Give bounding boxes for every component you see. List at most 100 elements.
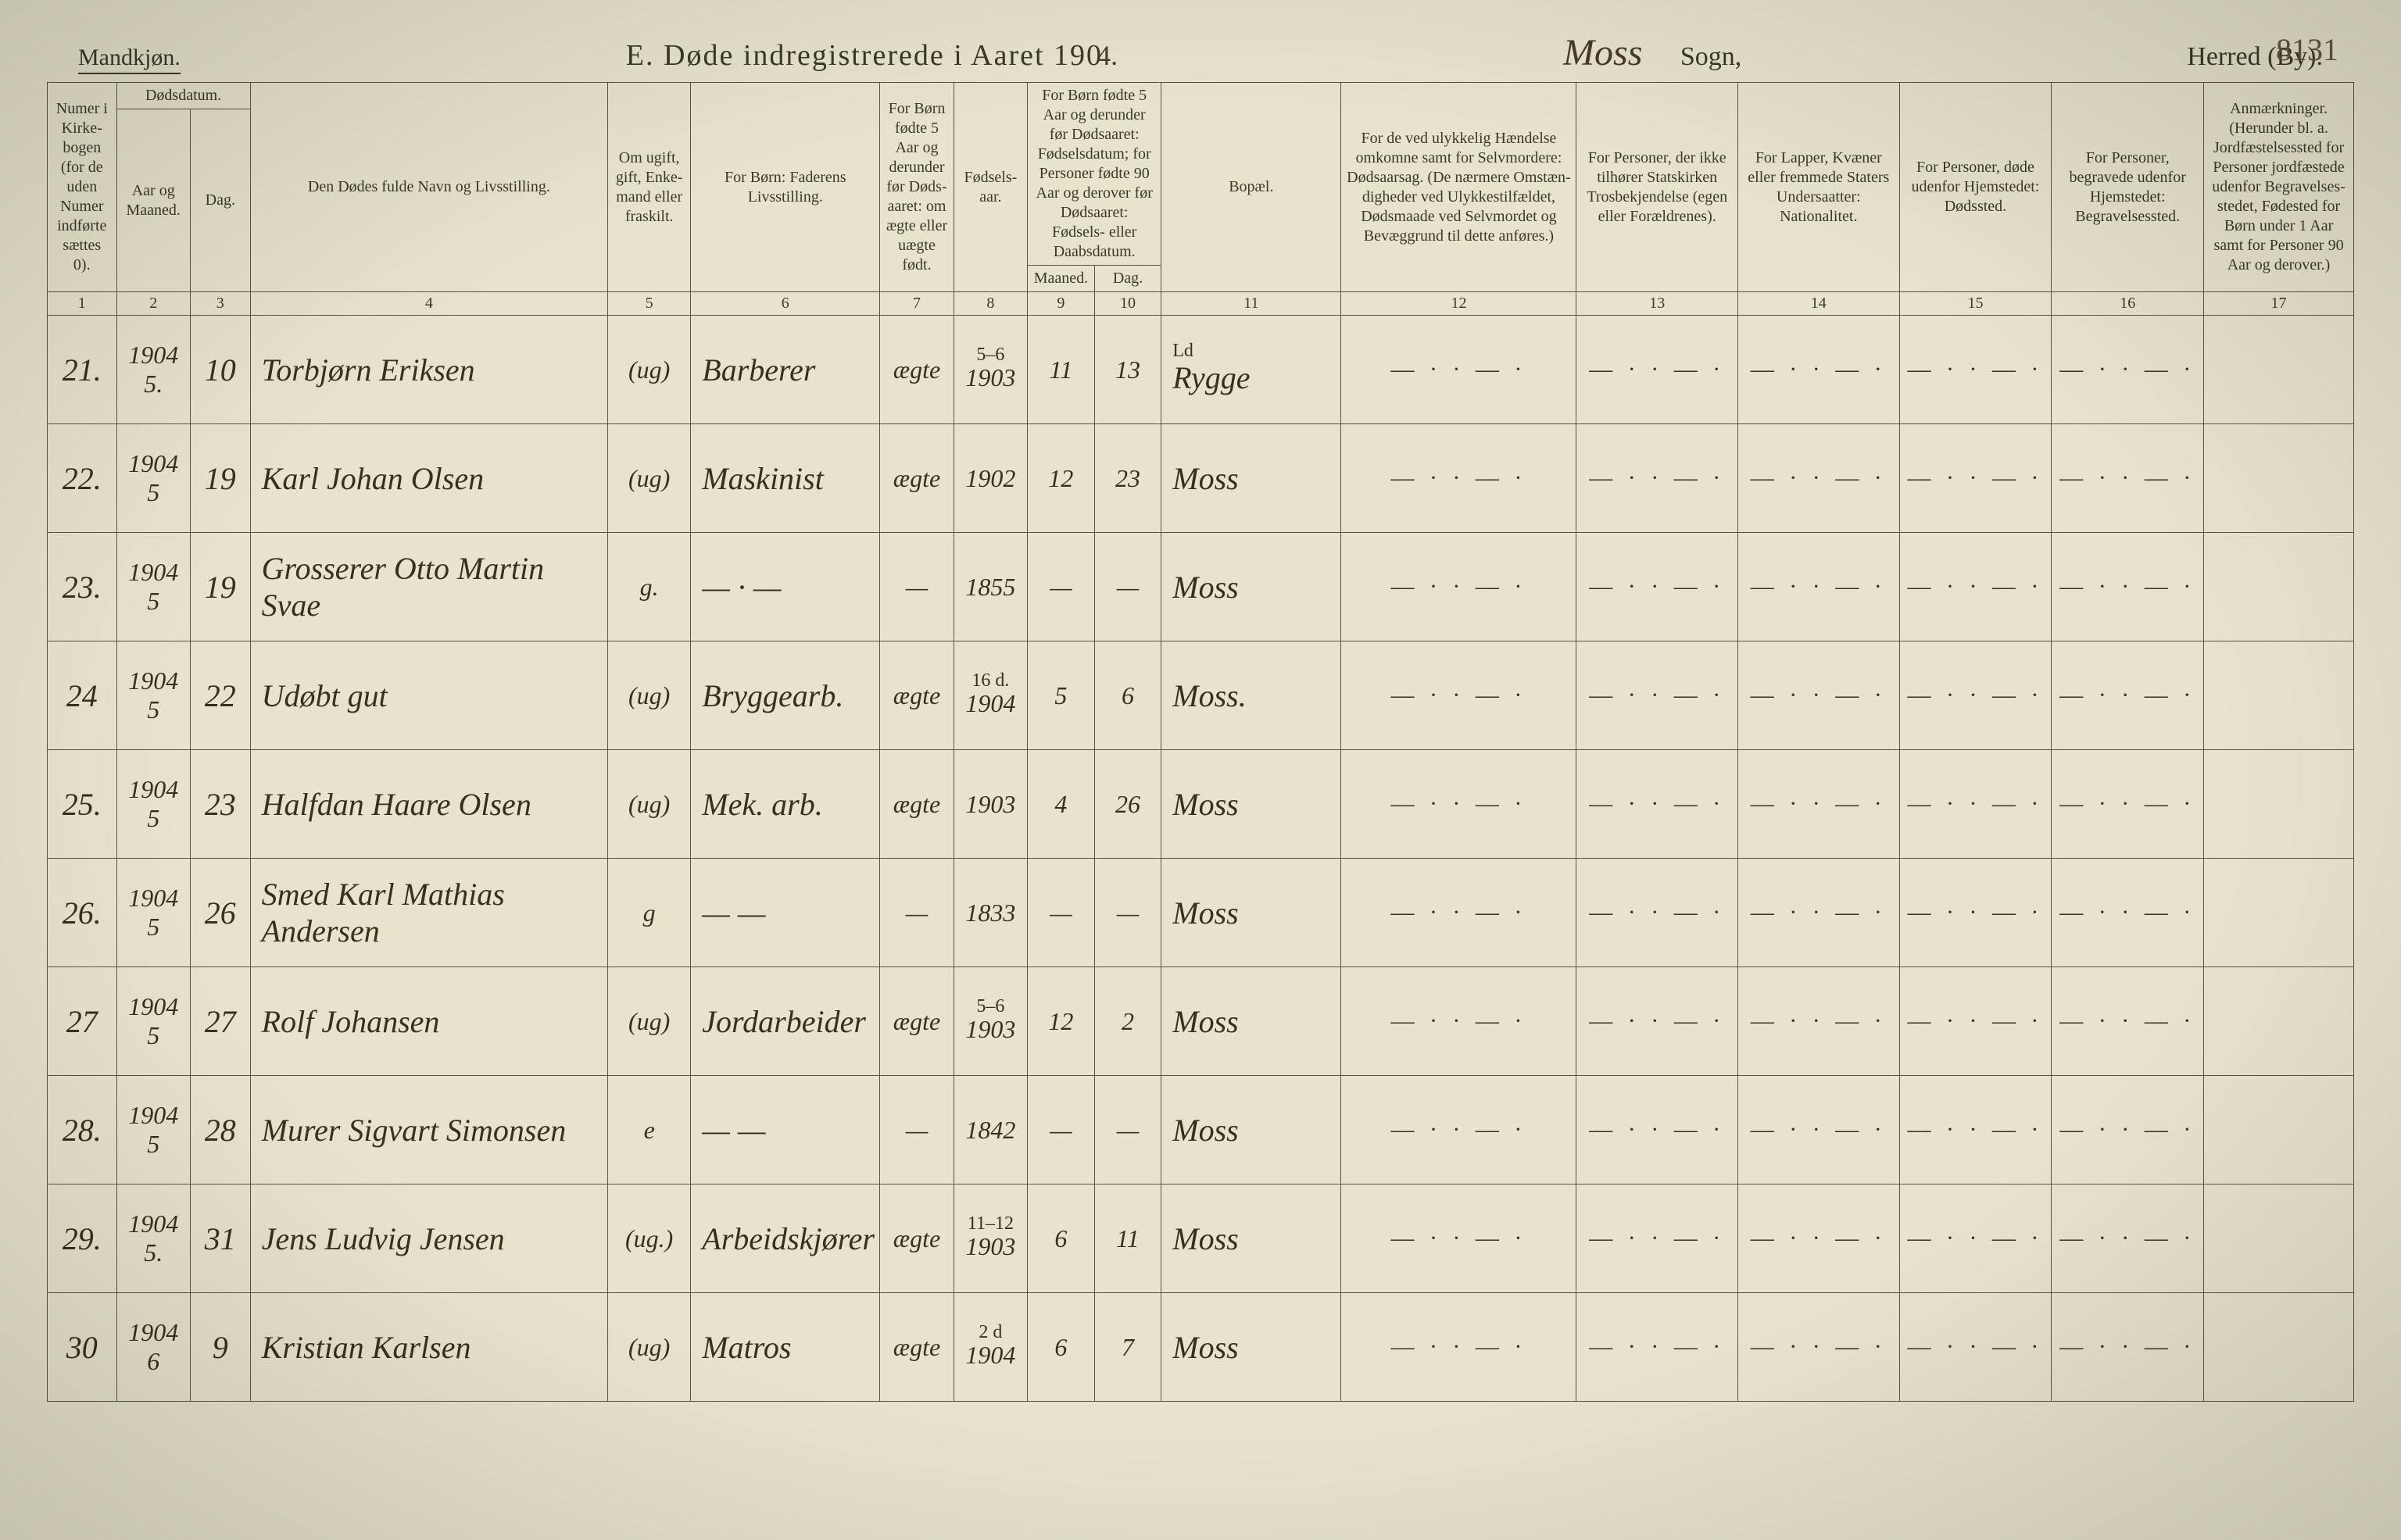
- col-num: 1: [48, 292, 117, 316]
- cell: — · · — ·: [1899, 750, 2052, 859]
- cell: 1903: [954, 750, 1027, 859]
- cell: 22: [190, 641, 250, 750]
- cell: (ug.): [608, 1184, 691, 1293]
- cell: — · · — ·: [2052, 1076, 2204, 1184]
- cell: — · · — ·: [1899, 533, 2052, 641]
- cell: —: [1028, 859, 1095, 967]
- col-header: For Personer, begravede udenfor Hjemsted…: [2052, 83, 2204, 292]
- cell: 19045.: [116, 316, 190, 424]
- cell: — · · — ·: [1576, 859, 1738, 967]
- table-row: 29.19045.31Jens Ludvig Jensen(ug.)Arbeid…: [48, 1184, 2354, 1293]
- cell: [2204, 1293, 2354, 1402]
- cell: 5–61903: [954, 967, 1027, 1076]
- cell: 7: [1094, 1293, 1161, 1402]
- cell: 2 d1904: [954, 1293, 1027, 1402]
- cell: 10: [190, 316, 250, 424]
- cell: — · · — ·: [1576, 1184, 1738, 1293]
- col-header: For Personer, døde udenfor Hjemstedet: D…: [1899, 83, 2052, 292]
- register-table: Numer i Kirke­bogen (for de uden Numer i…: [47, 82, 2354, 1402]
- header-row: Mandkjøn. E. Døde indregistrerede i Aare…: [47, 31, 2354, 74]
- cell: — · · — ·: [2052, 1293, 2204, 1402]
- sogn-label: Sogn,: [1680, 42, 1741, 71]
- col-num: 17: [2204, 292, 2354, 316]
- cell: Moss: [1161, 424, 1341, 533]
- cell: 11: [1094, 1184, 1161, 1293]
- cell: Bryggearb.: [691, 641, 880, 750]
- col-header: Om ugift, gift, Enke­mand eller fraskilt…: [608, 83, 691, 292]
- cell: (ug): [608, 750, 691, 859]
- cell: ægte: [880, 750, 954, 859]
- cell: (ug): [608, 1293, 691, 1402]
- cell: — · · — ·: [1899, 967, 2052, 1076]
- sogn-group: Moss Sogn,: [1563, 31, 1741, 74]
- cell: 25.: [48, 750, 117, 859]
- col-num: 4: [250, 292, 607, 316]
- cell: Jens Ludvig Jensen: [250, 1184, 607, 1293]
- cell: 19045: [116, 424, 190, 533]
- table-row: 271904527Rolf Johansen(ug)Jordarbeideræg…: [48, 967, 2354, 1076]
- cell: [2204, 1076, 2354, 1184]
- cell: — · · — ·: [1738, 859, 1900, 967]
- cell: 27: [190, 967, 250, 1076]
- col-header: Dag.: [190, 109, 250, 292]
- col-header: For Børn fødte 5 Aar og der­under før Dø…: [1028, 83, 1161, 266]
- table-row: 23.1904519Grosserer Otto Martin Svaeg.— …: [48, 533, 2354, 641]
- cell: e: [608, 1076, 691, 1184]
- cell: Karl Johan Olsen: [250, 424, 607, 533]
- cell: 28.: [48, 1076, 117, 1184]
- cell: 16 d.1904: [954, 641, 1027, 750]
- cell: 19045: [116, 1076, 190, 1184]
- col-header: For Børn: Faderens Livsstilling.: [691, 83, 880, 292]
- parish-handwritten: Moss: [1563, 32, 1642, 73]
- cell: Arbeidskjører: [691, 1184, 880, 1293]
- table-row: 21.19045.10Torbjørn Eriksen(ug)Barbereræ…: [48, 316, 2354, 424]
- cell: —: [880, 1076, 954, 1184]
- title-text: E. Døde indregistrerede i Aaret 190: [626, 39, 1103, 72]
- col-num: 6: [691, 292, 880, 316]
- col-header: For Børn fødte 5 Aar og derunder før Død…: [880, 83, 954, 292]
- cell: —: [1094, 859, 1161, 967]
- cell: —: [1028, 1076, 1095, 1184]
- gender-label: Mandkjøn.: [78, 45, 181, 74]
- cell: ægte: [880, 424, 954, 533]
- cell: LdRygge: [1161, 316, 1341, 424]
- cell: — · · — ·: [1576, 424, 1738, 533]
- col-num: 2: [116, 292, 190, 316]
- col-header: Numer i Kirke­bogen (for de uden Numer i…: [48, 83, 117, 292]
- col-header: Aar og Maaned.: [116, 109, 190, 292]
- cell: —: [1028, 533, 1095, 641]
- cell: — · · — ·: [1738, 967, 1900, 1076]
- cell: 19045.: [116, 1184, 190, 1293]
- col-num: 14: [1738, 292, 1900, 316]
- cell: — · · — ·: [2052, 316, 2204, 424]
- table-row: 26.1904526Smed Karl Mathias Anderseng— —…: [48, 859, 2354, 967]
- cell: 27: [48, 967, 117, 1076]
- cell: Barberer: [691, 316, 880, 424]
- cell: Halfdan Haare Olsen: [250, 750, 607, 859]
- cell: 1855: [954, 533, 1027, 641]
- cell: Smed Karl Mathias Andersen: [250, 859, 607, 967]
- col-num: 16: [2052, 292, 2204, 316]
- cell: 1902: [954, 424, 1027, 533]
- cell: — · · — ·: [1341, 533, 1576, 641]
- table-body: 21.19045.10Torbjørn Eriksen(ug)Barbereræ…: [48, 316, 2354, 1402]
- table-row: 25.1904523Halfdan Haare Olsen(ug)Mek. ar…: [48, 750, 2354, 859]
- cell: 19045: [116, 533, 190, 641]
- cell: 11–121903: [954, 1184, 1027, 1293]
- cell: 21.: [48, 316, 117, 424]
- cell: Moss: [1161, 1076, 1341, 1184]
- cell: Grosserer Otto Martin Svae: [250, 533, 607, 641]
- col-header: For de ved ulykkelig Hændelse omkomne sa…: [1341, 83, 1576, 292]
- table-head: Numer i Kirke­bogen (for de uden Numer i…: [48, 83, 2354, 316]
- cell: Moss: [1161, 859, 1341, 967]
- cell: 31: [190, 1184, 250, 1293]
- cell: 19: [190, 533, 250, 641]
- cell: Jordarbeider: [691, 967, 880, 1076]
- cell: Kristian Karlsen: [250, 1293, 607, 1402]
- col-num: 15: [1899, 292, 2052, 316]
- cell: Matros: [691, 1293, 880, 1402]
- col-num: 3: [190, 292, 250, 316]
- cell: — · · — ·: [1738, 316, 1900, 424]
- cell: 28: [190, 1076, 250, 1184]
- cell: 29.: [48, 1184, 117, 1293]
